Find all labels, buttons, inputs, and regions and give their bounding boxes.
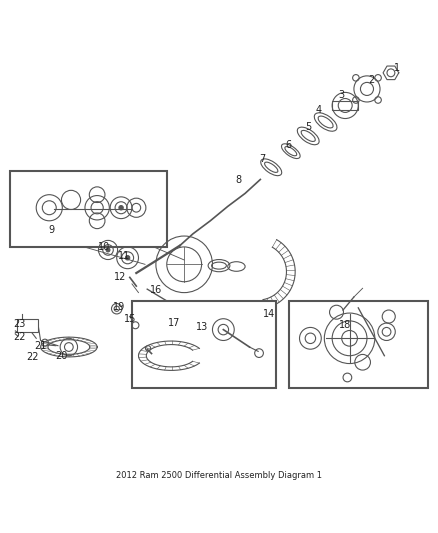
Circle shape xyxy=(125,256,130,260)
Text: 3: 3 xyxy=(339,90,345,100)
Text: 6: 6 xyxy=(286,140,292,150)
Circle shape xyxy=(106,248,110,252)
Text: 9: 9 xyxy=(48,225,54,236)
Text: 7: 7 xyxy=(259,154,266,164)
Text: 22: 22 xyxy=(14,332,26,342)
Text: 14: 14 xyxy=(263,309,275,319)
Bar xyxy=(332,101,358,110)
Text: 15: 15 xyxy=(124,314,136,324)
Text: 2: 2 xyxy=(368,75,374,85)
Text: 13: 13 xyxy=(196,322,208,333)
Bar xyxy=(132,301,276,389)
Text: 23: 23 xyxy=(14,319,26,329)
Text: 21: 21 xyxy=(34,341,47,351)
Circle shape xyxy=(119,206,123,210)
Text: 10: 10 xyxy=(98,242,110,252)
Text: 17: 17 xyxy=(169,318,181,328)
Text: 8: 8 xyxy=(236,175,242,185)
Text: 20: 20 xyxy=(55,351,67,361)
Text: 11: 11 xyxy=(118,251,131,261)
Text: 16: 16 xyxy=(150,286,162,295)
Text: 2012 Ram 2500 Differential Assembly Diagram 1: 2012 Ram 2500 Differential Assembly Diag… xyxy=(116,471,322,480)
Text: 1: 1 xyxy=(394,63,400,73)
Bar xyxy=(17,319,39,332)
Bar xyxy=(10,171,167,247)
Text: 19: 19 xyxy=(113,302,125,312)
Text: 12: 12 xyxy=(113,272,126,282)
Text: 22: 22 xyxy=(26,352,39,362)
Text: 5: 5 xyxy=(305,122,311,132)
Text: 18: 18 xyxy=(339,320,351,330)
Bar xyxy=(289,301,428,389)
Text: 4: 4 xyxy=(316,105,322,115)
